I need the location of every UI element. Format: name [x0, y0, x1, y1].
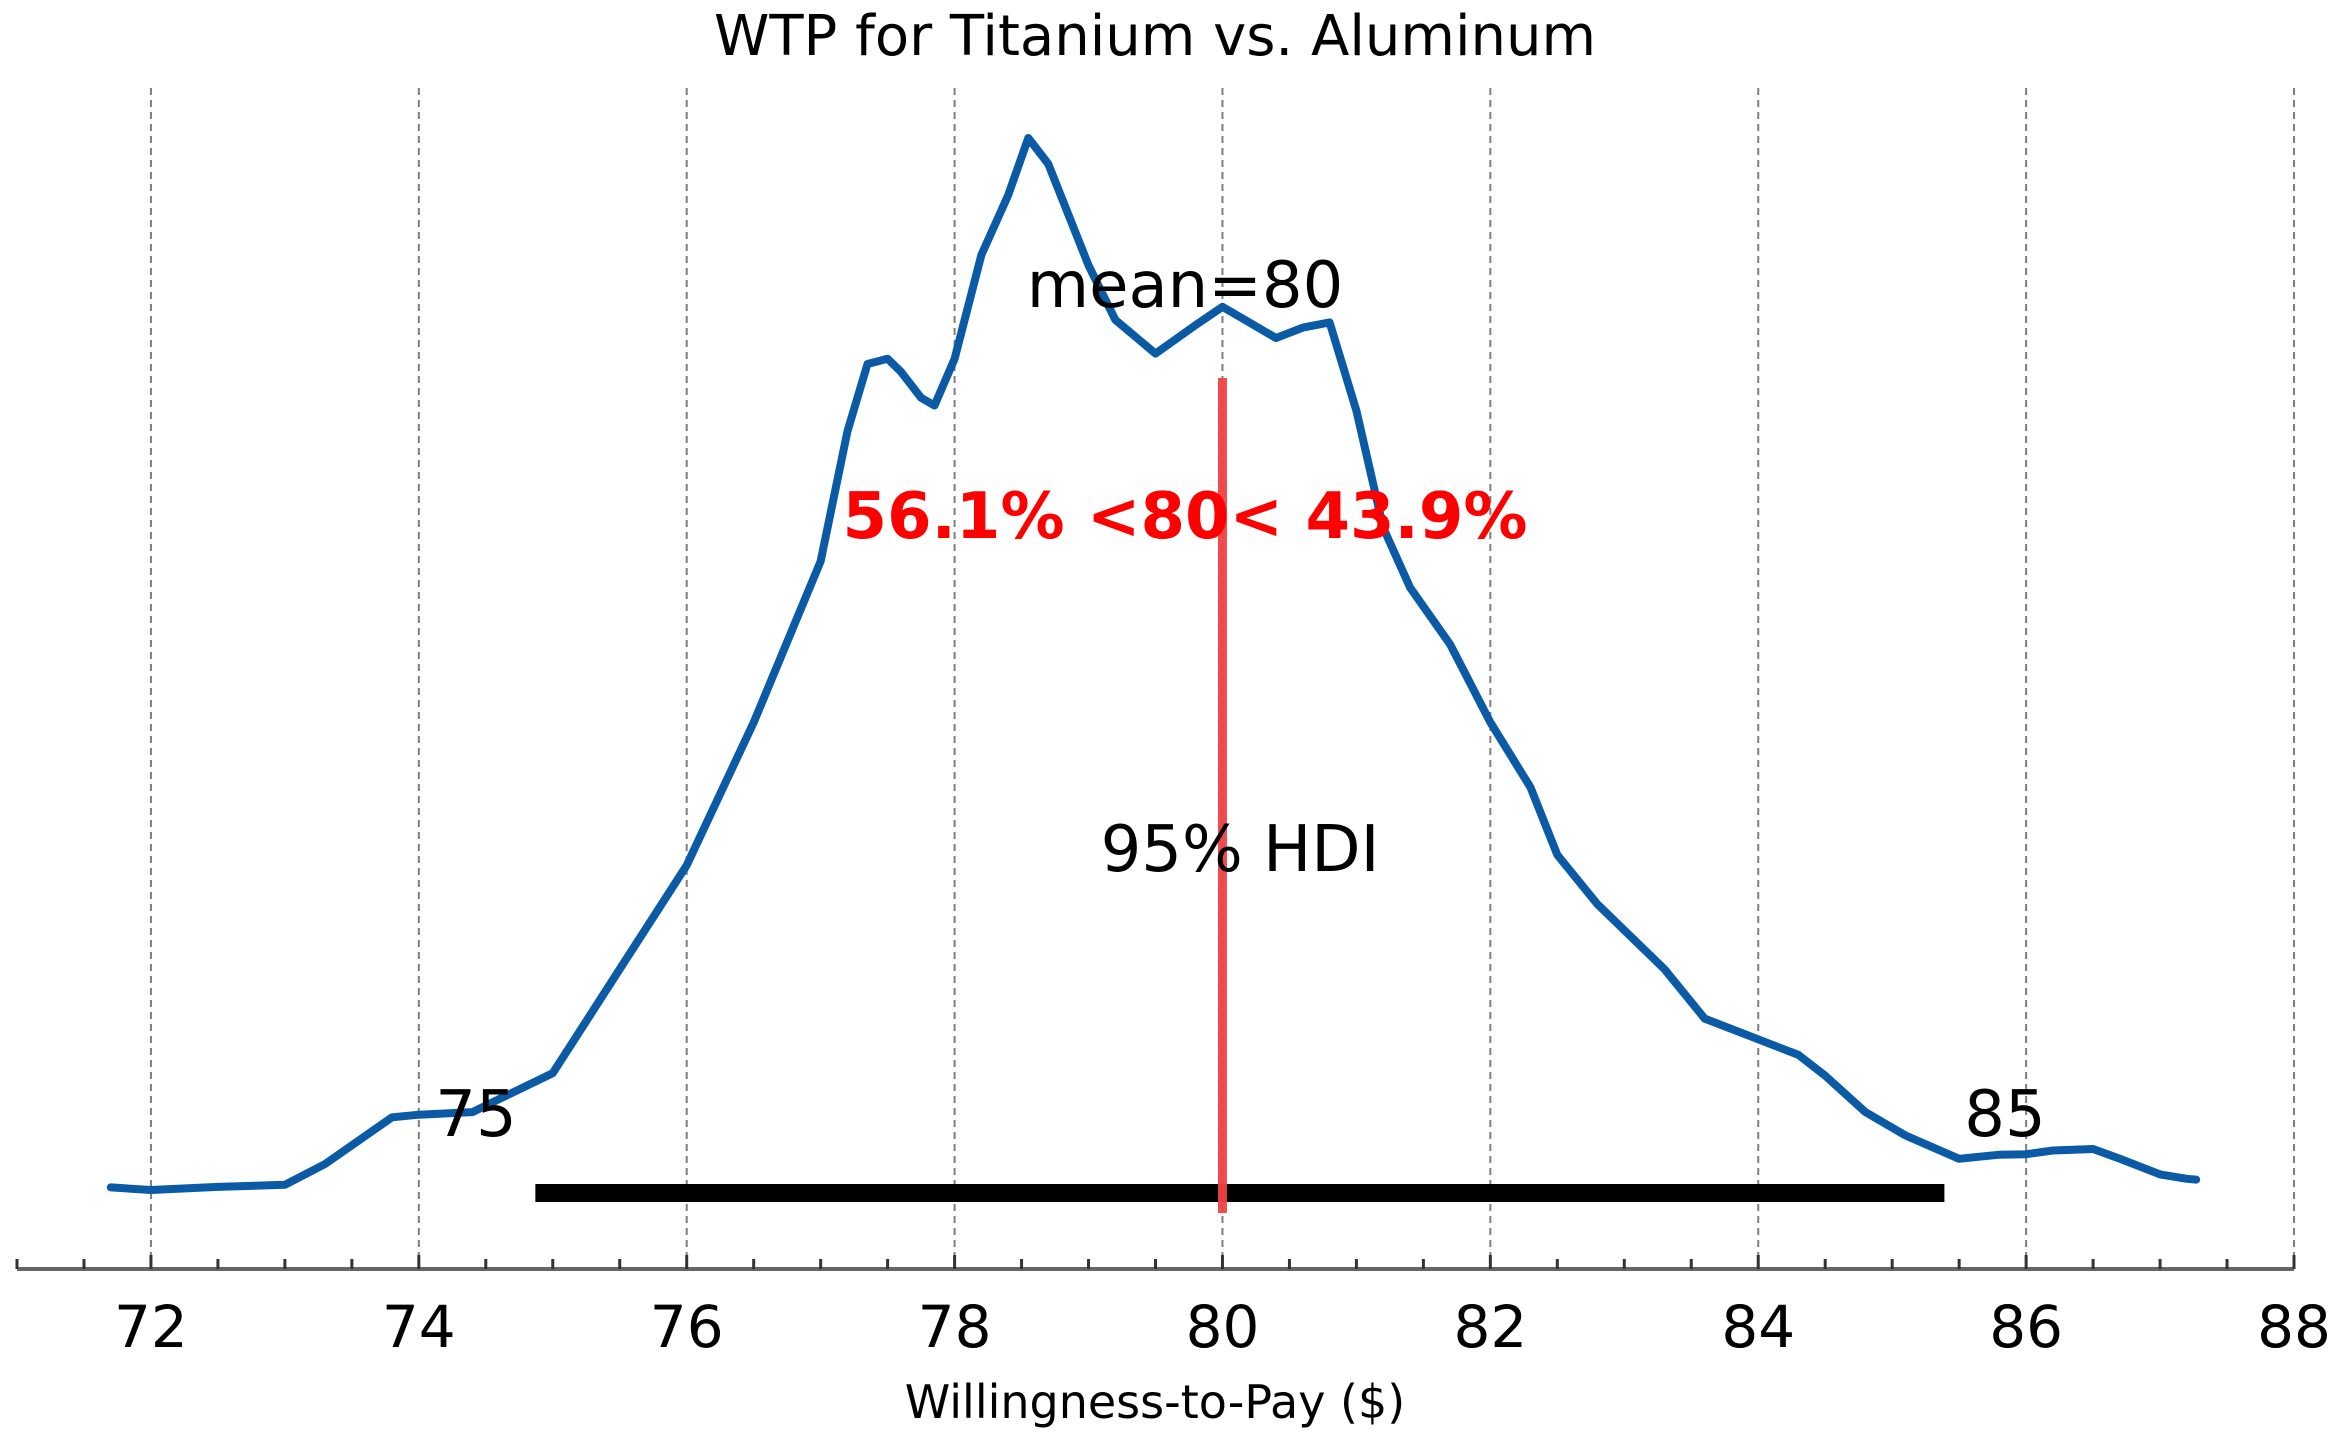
x-tick-label: 86 [1989, 1293, 2063, 1361]
text-layer: WTP for Titanium vs. Aluminum Willingnes… [114, 4, 2331, 1429]
hdi-label: 95% HDI [1101, 813, 1380, 887]
x-tick-label: 88 [2257, 1293, 2331, 1361]
x-tick-label: 80 [1186, 1293, 1260, 1361]
mark-layer [15, 134, 2296, 1271]
x-axis-label: Willingness-to-Pay ($) [905, 1375, 1405, 1429]
reference-label: 56.1% <80< 43.9% [843, 480, 1528, 554]
x-tick-label: 74 [382, 1293, 456, 1361]
hdi-low-label: 75 [435, 1078, 516, 1152]
chart-title: WTP for Titanium vs. Aluminum [714, 4, 1596, 69]
x-tick-label: 84 [1721, 1293, 1795, 1361]
x-tick-label: 82 [1453, 1293, 1527, 1361]
density-curve [106, 134, 2201, 1194]
x-tick-label: 78 [918, 1293, 992, 1361]
hdi-high-label: 85 [1964, 1078, 2045, 1152]
mean-label: mean=80 [1027, 249, 1344, 323]
x-tick-label: 76 [650, 1293, 724, 1361]
x-tick-label: 72 [114, 1293, 188, 1361]
